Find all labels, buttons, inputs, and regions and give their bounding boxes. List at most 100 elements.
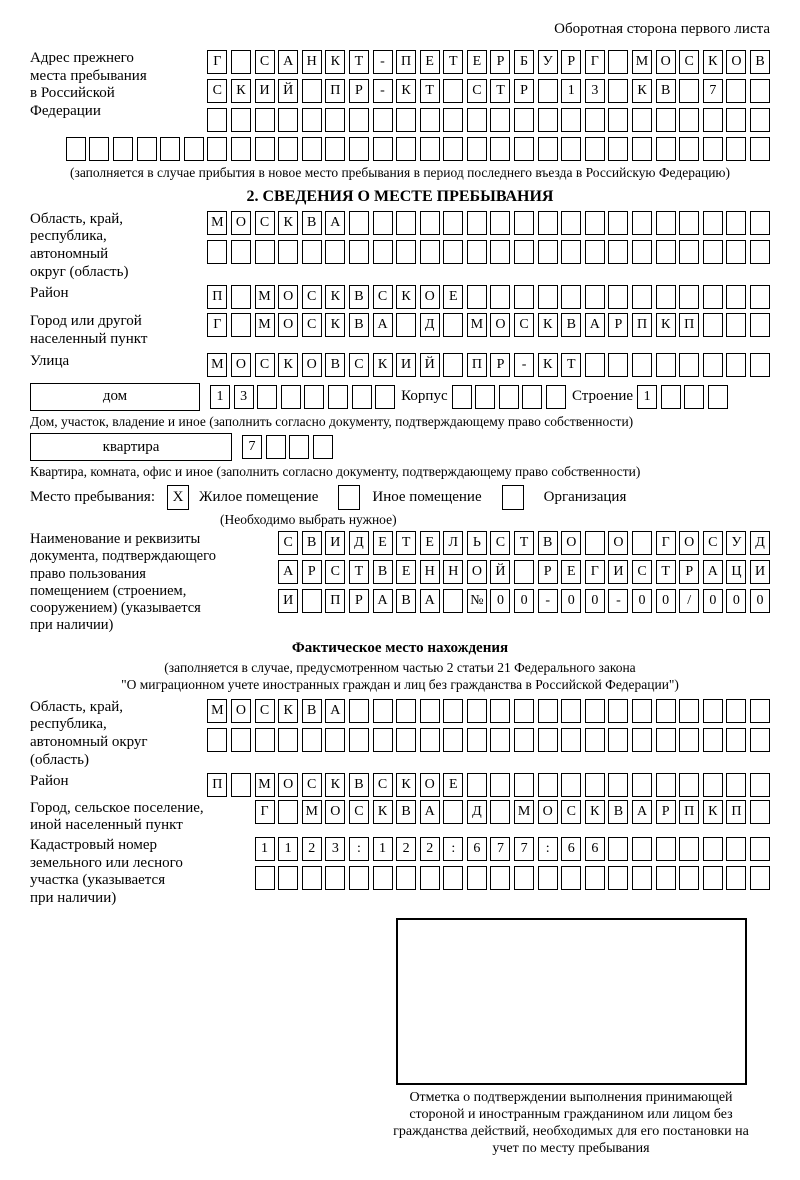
char-box[interactable] xyxy=(230,727,251,752)
char-box[interactable] xyxy=(608,50,629,74)
char-box[interactable] xyxy=(351,384,372,409)
char-box[interactable] xyxy=(514,698,535,723)
char-box[interactable]: Н xyxy=(419,560,440,585)
char-box[interactable]: С xyxy=(702,531,723,556)
char-box[interactable] xyxy=(183,137,204,161)
char-box[interactable] xyxy=(537,727,558,752)
char-box[interactable] xyxy=(608,137,629,161)
char-box[interactable]: С xyxy=(348,352,369,377)
char-box[interactable]: 2 xyxy=(301,836,322,861)
char-box[interactable]: А xyxy=(325,210,346,235)
char-box[interactable]: - xyxy=(372,79,393,103)
char-box[interactable] xyxy=(726,352,747,377)
char-box[interactable] xyxy=(608,285,629,310)
char-box[interactable] xyxy=(372,727,393,752)
char-box[interactable] xyxy=(608,79,629,103)
char-box[interactable]: П xyxy=(396,50,417,74)
char-box[interactable]: Т xyxy=(348,560,369,585)
char-box[interactable] xyxy=(514,137,535,161)
char-box[interactable] xyxy=(726,698,747,723)
char-box[interactable] xyxy=(632,772,653,797)
char-box[interactable] xyxy=(514,727,535,752)
char-box[interactable]: С xyxy=(632,560,653,585)
char-box[interactable]: Р xyxy=(537,560,558,585)
char-box[interactable]: О xyxy=(490,313,511,338)
char-box[interactable] xyxy=(230,50,251,74)
char-box[interactable] xyxy=(750,108,770,132)
char-box[interactable] xyxy=(278,799,299,824)
char-box[interactable]: В xyxy=(537,531,558,556)
char-box[interactable] xyxy=(490,698,511,723)
char-box[interactable]: - xyxy=(372,50,393,74)
char-box[interactable] xyxy=(230,285,251,310)
char-box[interactable]: Т xyxy=(490,79,511,103)
char-box[interactable]: С xyxy=(254,352,275,377)
char-box[interactable] xyxy=(112,137,133,161)
char-box[interactable] xyxy=(679,210,700,235)
char-box[interactable]: О xyxy=(230,352,251,377)
char-box[interactable]: Г xyxy=(584,50,605,74)
char-box[interactable] xyxy=(608,865,629,890)
char-box[interactable] xyxy=(207,727,228,752)
char-box[interactable] xyxy=(679,137,700,161)
char-box[interactable] xyxy=(750,137,770,161)
char-box[interactable] xyxy=(278,239,299,264)
char-box[interactable]: О xyxy=(608,531,629,556)
char-box[interactable]: - xyxy=(608,589,629,614)
char-box[interactable] xyxy=(325,727,346,752)
char-box[interactable]: 1 xyxy=(278,836,299,861)
char-box[interactable] xyxy=(702,352,723,377)
char-box[interactable] xyxy=(230,137,251,161)
char-box[interactable]: Г xyxy=(655,531,676,556)
char-box[interactable]: 0 xyxy=(750,589,770,614)
char-box[interactable]: М xyxy=(514,799,535,824)
char-box[interactable] xyxy=(726,772,747,797)
char-box[interactable] xyxy=(254,727,275,752)
char-box[interactable]: О xyxy=(655,50,676,74)
char-box[interactable] xyxy=(419,727,440,752)
char-box[interactable]: В xyxy=(301,698,322,723)
char-box[interactable]: - xyxy=(514,352,535,377)
char-box[interactable]: П xyxy=(632,313,653,338)
char-box[interactable]: Н xyxy=(443,560,464,585)
char-box[interactable] xyxy=(632,239,653,264)
char-box[interactable]: 1 xyxy=(561,79,582,103)
char-box[interactable]: А xyxy=(372,313,393,338)
char-box[interactable] xyxy=(655,137,676,161)
char-box[interactable] xyxy=(372,137,393,161)
char-box[interactable]: В xyxy=(301,210,322,235)
char-box[interactable]: О xyxy=(419,772,440,797)
char-box[interactable]: К xyxy=(325,772,346,797)
char-box[interactable]: 0 xyxy=(726,589,747,614)
char-box[interactable] xyxy=(537,772,558,797)
char-box[interactable]: К xyxy=(325,313,346,338)
char-box[interactable] xyxy=(466,865,487,890)
char-box[interactable]: Т xyxy=(655,560,676,585)
char-box[interactable]: 2 xyxy=(396,836,417,861)
char-box[interactable] xyxy=(372,108,393,132)
char-box[interactable] xyxy=(230,239,251,264)
char-box[interactable]: Р xyxy=(514,79,535,103)
char-box[interactable]: С xyxy=(372,772,393,797)
char-box[interactable] xyxy=(655,865,676,890)
char-box[interactable] xyxy=(278,865,299,890)
char-box[interactable]: К xyxy=(278,698,299,723)
char-box[interactable]: В xyxy=(325,352,346,377)
char-box[interactable]: К xyxy=(584,799,605,824)
char-box[interactable]: М xyxy=(632,50,653,74)
char-box[interactable]: В xyxy=(396,799,417,824)
char-box[interactable]: К xyxy=(702,799,723,824)
char-box[interactable] xyxy=(419,108,440,132)
char-box[interactable]: Р xyxy=(608,313,629,338)
char-box[interactable]: П xyxy=(466,352,487,377)
char-box[interactable] xyxy=(396,727,417,752)
char-box[interactable] xyxy=(304,384,325,409)
char-box[interactable]: С xyxy=(301,285,322,310)
char-box[interactable]: С xyxy=(254,698,275,723)
char-box[interactable]: Р xyxy=(679,560,700,585)
char-box[interactable]: Н xyxy=(301,50,322,74)
char-box[interactable] xyxy=(726,313,747,338)
char-box[interactable]: А xyxy=(419,799,440,824)
char-box[interactable] xyxy=(372,239,393,264)
char-box[interactable] xyxy=(608,210,629,235)
